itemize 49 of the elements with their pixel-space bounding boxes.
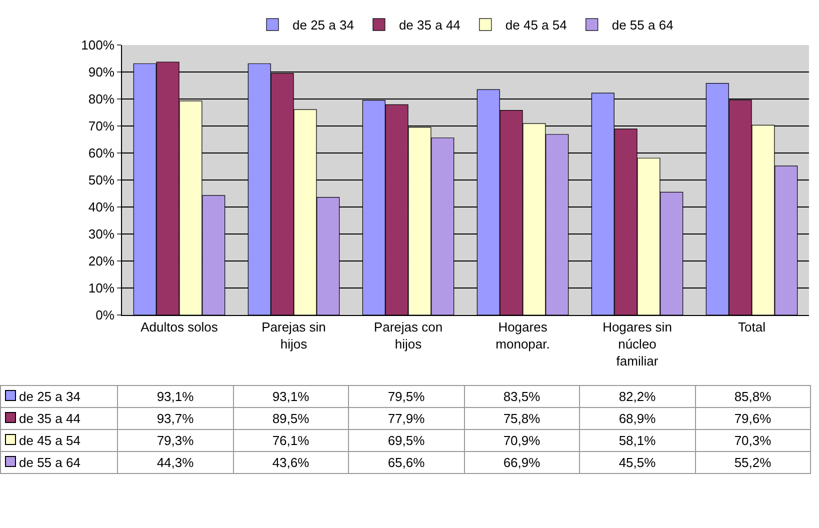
- data-label: 85,8%: [695, 386, 810, 408]
- data-label: 82,2%: [580, 386, 695, 408]
- text: de 55 a 64: [19, 455, 80, 470]
- data-label: 93,1%: [233, 386, 348, 408]
- y-tick-label: 100%: [81, 38, 115, 53]
- y-tick-label: 60%: [88, 146, 115, 161]
- data-label: 69,5%: [348, 430, 464, 452]
- y-tick-label: 30%: [88, 226, 115, 242]
- data-label: 65,6%: [348, 452, 464, 474]
- data-label: 93,1%: [118, 386, 233, 408]
- data-label: 70,9%: [464, 430, 580, 452]
- text: de 25 a 34: [19, 389, 80, 404]
- data-label: 70,3%: [695, 430, 810, 452]
- legend-label: de 45 a 54: [505, 18, 567, 33]
- data-label: 77,9%: [348, 408, 464, 430]
- x-tick-label: Total: [738, 320, 766, 335]
- data-label: 79,3%: [118, 430, 233, 452]
- data-label: 43,6%: [233, 452, 348, 474]
- legend-label: de 25 a 34: [292, 18, 354, 33]
- data-label: 68,9%: [580, 408, 695, 430]
- data-label: 76,1%: [233, 430, 348, 452]
- data-label: 83,5%: [464, 386, 580, 408]
- data-label: 66,9%: [464, 452, 580, 474]
- y-tick-label: 90%: [88, 64, 115, 80]
- y-tick-label: 20%: [88, 254, 115, 269]
- data-label: 75,8%: [464, 408, 580, 430]
- y-tick-label: 50%: [88, 172, 115, 188]
- y-tick-label: 70%: [88, 118, 115, 134]
- x-tick-label: Adultos solos: [140, 320, 218, 335]
- data-label: 79,6%: [695, 408, 810, 430]
- data-label: 58,1%: [580, 430, 695, 452]
- y-tick-label: 0%: [96, 308, 115, 323]
- y-tick-label: 40%: [88, 200, 115, 215]
- data-label: 45,5%: [580, 452, 695, 474]
- y-tick-label: 10%: [88, 280, 115, 296]
- x-tick-label: Hogares sin núcleo familiar: [602, 320, 672, 368]
- text: de 45 a 54: [19, 433, 80, 448]
- data-label: 93,7%: [118, 408, 233, 430]
- x-tick-label: Parejas sin hijos: [262, 320, 326, 352]
- data-label: 89,5%: [233, 408, 348, 430]
- y-tick-label: 80%: [88, 92, 115, 107]
- x-tick-label: Parejas con hijos: [374, 320, 443, 352]
- legend-label: de 55 a 64: [612, 18, 674, 33]
- data-label: 79,5%: [348, 386, 464, 408]
- text: de 35 a 44: [19, 411, 80, 426]
- data-label: 44,3%: [118, 452, 233, 474]
- data-label: 55,2%: [695, 452, 810, 474]
- legend-label: de 35 a 44: [398, 18, 460, 33]
- x-tick-label: Hogares monopar.: [496, 320, 550, 352]
